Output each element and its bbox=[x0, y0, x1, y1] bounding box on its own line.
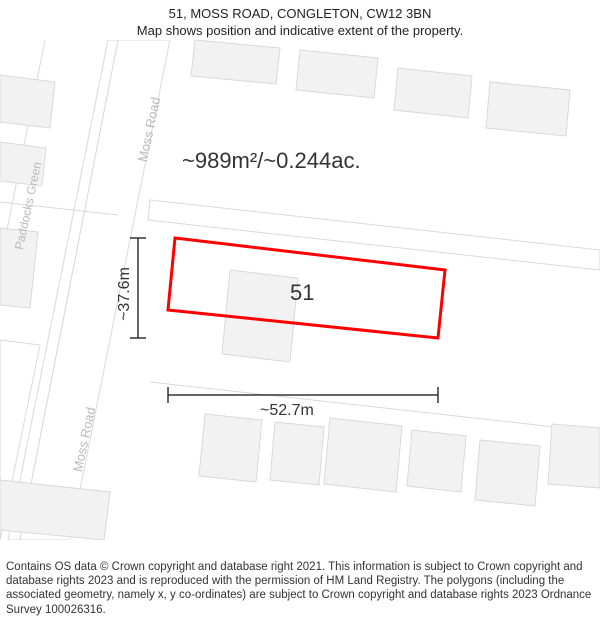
header-subtitle: Map shows position and indicative extent… bbox=[0, 23, 600, 40]
map-area: Moss Road Moss Road Paddocks Green ~989m… bbox=[0, 40, 600, 540]
footer-text: Contains OS data © Crown copyright and d… bbox=[6, 561, 591, 616]
header: 51, MOSS ROAD, CONGLETON, CW12 3BN Map s… bbox=[0, 0, 600, 40]
footer: Contains OS data © Crown copyright and d… bbox=[0, 556, 600, 625]
area-label: ~989m²/~0.244ac. bbox=[182, 148, 361, 174]
dim-width-label: ~52.7m bbox=[260, 402, 314, 420]
plot-number: 51 bbox=[290, 280, 314, 306]
dim-height-label: ~37.6m bbox=[116, 267, 134, 321]
header-title: 51, MOSS ROAD, CONGLETON, CW12 3BN bbox=[0, 6, 600, 23]
